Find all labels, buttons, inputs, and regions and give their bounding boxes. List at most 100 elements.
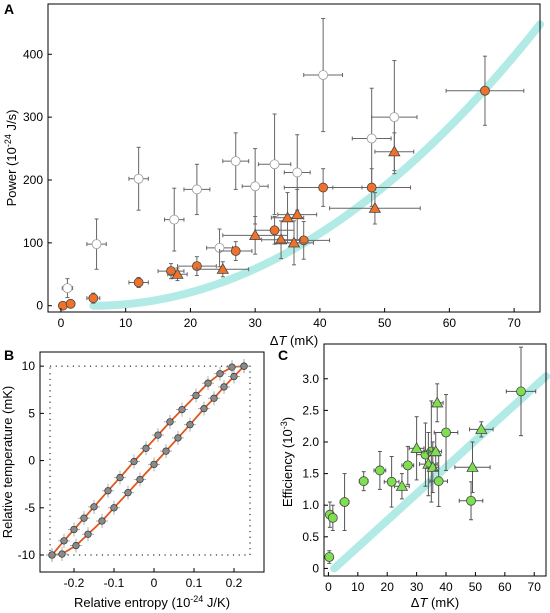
panel-a-y-tick-label: 400	[23, 47, 43, 61]
panel-c-y-tick-label: 2.0	[302, 435, 319, 449]
panel-b-data-point	[124, 489, 132, 497]
panel-c-letter: C	[278, 347, 288, 363]
panel-b: B -0.2 -0.1 0 0.1 0.2 -10 -5 0 5 10 Relative ent…	[0, 347, 265, 610]
panel-b-y-axis-title: Relative temperature (mK)	[0, 386, 15, 538]
panel-b-data-point	[150, 460, 158, 469]
panel-b-x-ticks: -0.2 -0.1 0 0.1 0.2	[64, 568, 243, 590]
panel-b-x-tick-label: 0.2	[226, 576, 243, 590]
panel-b-data-point	[204, 379, 212, 387]
panel-c-frame	[323, 343, 547, 577]
panel-a-x-axis-title: ΔT (mK)	[270, 333, 318, 348]
panel-c-x-tick-label: 20	[381, 580, 395, 594]
panel-b-data-point	[220, 383, 228, 391]
panel-a-x-tick-label: 60	[443, 316, 457, 330]
panel-c-series-filled-circle	[324, 346, 537, 564]
panel-b-data-point	[58, 550, 66, 558]
panel-a-y-tick-label: 200	[23, 173, 43, 187]
panel-c-fit-curve	[330, 372, 550, 573]
panel-c-y-tick-label: 3.0	[302, 372, 319, 386]
panel-b-y-tick-label: 0	[28, 454, 35, 468]
panel-c: C 0 10 20 30 40 50 60 70 0 0.5 1.0 1.5 2.0 2.5 3.0 ΔT…	[278, 343, 550, 610]
panel-a-data-point	[480, 85, 490, 96]
panel-b-data-point	[60, 537, 68, 545]
panel-a-data-point	[88, 293, 99, 304]
panel-b-x-tick-label: -0.2	[64, 576, 85, 590]
panel-a-data-point	[366, 182, 377, 193]
panel-c-data-point	[516, 386, 526, 397]
panel-a-data-point	[318, 70, 329, 80]
panel-c-x-ticks: 0 10 20 30 40 50 60 70	[325, 572, 541, 594]
panel-a-data-point	[292, 167, 303, 178]
panel-b-y-tick-label: -5	[24, 501, 35, 515]
panel-a-x-tick-label: 30	[248, 316, 262, 330]
panel-b-data-point	[210, 394, 218, 402]
panel-c-y-ticks: 0 0.5 1.0 1.5 2.0 2.5 3.0	[302, 372, 328, 575]
panel-b-x-tick-label: 0.1	[186, 576, 203, 590]
panel-b-frame	[39, 351, 265, 573]
panel-b-y-tick-label: 10	[22, 359, 36, 373]
panel-b-data-point	[186, 421, 194, 429]
panel-c-data-points	[324, 346, 537, 564]
panel-a-data-point	[166, 266, 176, 277]
panel-a-data-point	[133, 173, 144, 184]
panel-b-data-point	[70, 525, 78, 534]
panel-b-data-point	[80, 514, 88, 522]
panel-b-data-point	[174, 434, 182, 442]
panel-a-x-tick-label: 70	[507, 316, 521, 330]
panel-b-data-point	[216, 370, 224, 378]
panel-c-data-point	[431, 396, 444, 408]
panel-b-x-tick-label: 0	[151, 576, 158, 590]
panel-a-data-point	[287, 236, 301, 248]
panel-c-series-filled-triangle	[394, 383, 494, 500]
panel-c-data-point	[327, 512, 338, 523]
panel-a-data-point	[191, 184, 202, 195]
panel-a-data-point	[248, 229, 262, 240]
panel-a-data-point	[65, 298, 76, 309]
panel-c-data-point	[395, 479, 409, 491]
panel-b-data-point	[142, 444, 150, 452]
panel-b-y-tick-label: -10	[18, 548, 36, 562]
panel-b-dotted-box	[49, 365, 251, 556]
panel-c-y-tick-label: 1.5	[302, 467, 319, 481]
panel-a-data-point	[171, 267, 184, 279]
panel-a-y-tick-label: 0	[36, 299, 43, 313]
panel-a-data-point	[269, 159, 280, 170]
panel-c-x-tick-label: 30	[410, 580, 424, 594]
panel-a-data-point	[388, 145, 401, 157]
panel-c-y-tick-label: 0	[312, 561, 319, 575]
panel-c-y-tick-label: 2.5	[302, 403, 319, 417]
panel-b-data-point	[240, 362, 248, 370]
panel-a-data-points	[57, 17, 525, 311]
panel-a-data-point	[281, 211, 294, 223]
panel-c-data-point	[466, 495, 476, 506]
panel-c-x-tick-label: 0	[325, 580, 332, 594]
panel-a-x-tick-label: 10	[119, 316, 133, 330]
panel-a-series-open-circle	[61, 17, 418, 299]
panel-c-data-point	[402, 460, 413, 471]
panel-a-data-point	[230, 246, 241, 256]
panel-b-data-point	[178, 405, 186, 414]
panel-b-loop-lower-line	[51, 365, 245, 556]
panel-c-data-point	[441, 427, 451, 438]
panel-c-x-tick-label: 40	[439, 580, 453, 594]
panel-a-series-filled-circle	[57, 55, 525, 311]
panel-a-data-point	[368, 201, 382, 213]
panel-c-data-point	[429, 445, 442, 456]
panel-c-fit-curve-group	[330, 372, 550, 573]
panel-a-data-point	[216, 262, 229, 274]
panel-c-data-point	[433, 476, 444, 487]
panel-b-data-point	[98, 517, 106, 525]
panel-b-dotted-rectangle	[49, 365, 251, 556]
panel-b-data-point	[90, 503, 98, 511]
panel-c-data-point	[386, 476, 397, 487]
panel-c-data-point	[475, 423, 488, 434]
panel-b-data-point	[104, 487, 112, 495]
panel-b-data-point	[230, 372, 238, 381]
panel-c-data-point	[374, 465, 385, 476]
panel-b-letter: B	[4, 347, 14, 363]
panel-b-data-point	[84, 530, 92, 538]
panel-c-x-tick-label: 50	[469, 580, 483, 594]
panel-c-data-point	[324, 552, 335, 562]
panel-c-x-tick-label: 10	[351, 580, 365, 594]
